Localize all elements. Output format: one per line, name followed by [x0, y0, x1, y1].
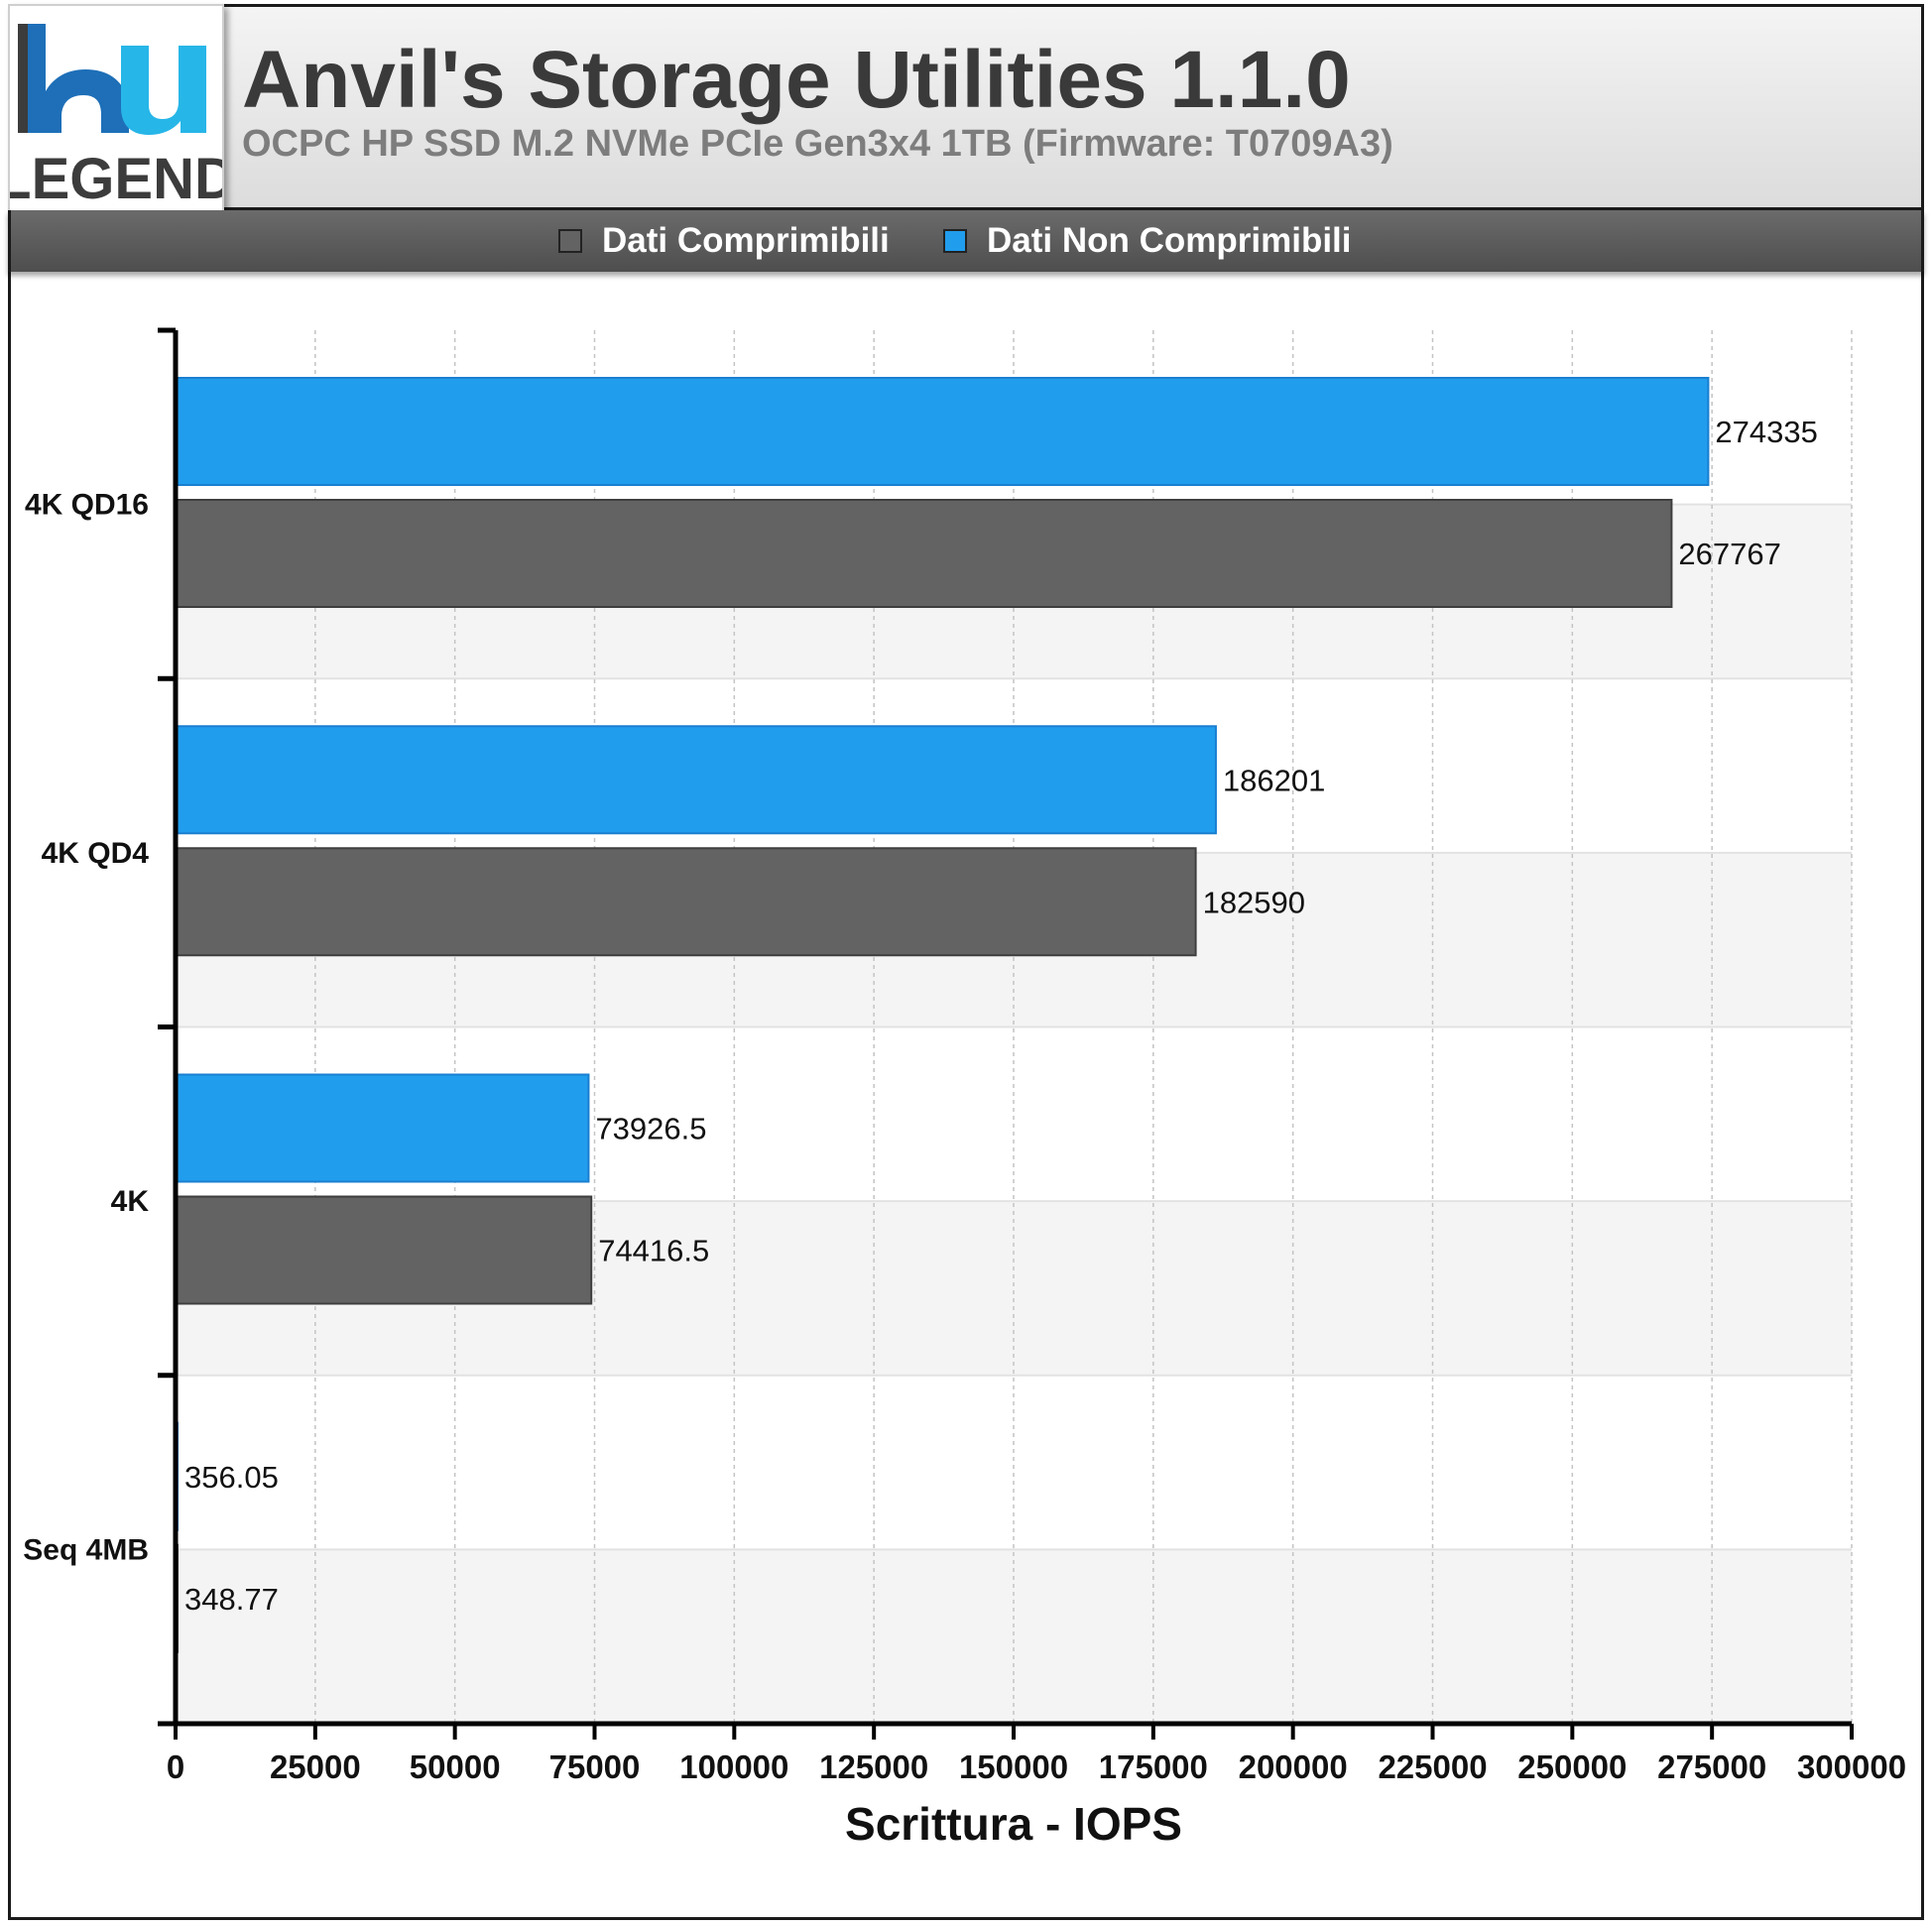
x-tick-label: 0 [167, 1748, 184, 1785]
category-label: 4K QD4 [42, 837, 150, 870]
logo-legend-text: LEGEND [10, 147, 222, 211]
x-tick-label: 275000 [1657, 1748, 1766, 1785]
chart-header [8, 4, 1924, 210]
bar-dati-non-comprimibili [175, 377, 1710, 486]
value-label: 182590 [1203, 885, 1305, 919]
bar-dati-comprimibili [175, 1195, 593, 1305]
value-label: 73926.5 [595, 1112, 706, 1146]
x-tick-label: 300000 [1797, 1748, 1906, 1785]
x-tick-label: 250000 [1517, 1748, 1627, 1785]
legend-label-compressible: Dati Comprimibili [602, 221, 890, 260]
value-label: 267767 [1678, 537, 1780, 571]
value-label: 356.05 [184, 1460, 279, 1495]
x-tick-label: 200000 [1239, 1748, 1348, 1785]
x-tick-label: 225000 [1378, 1748, 1487, 1785]
category-label: 4K QD16 [25, 489, 149, 522]
legend: Dati Comprimibili Dati Non Comprimibili [8, 210, 1924, 272]
x-tick-label: 100000 [679, 1748, 788, 1785]
chart-subtitle: OCPC HP SSD M.2 NVMe PCIe Gen3x4 1TB (Fi… [242, 123, 1393, 165]
legend-label-non-compressible: Dati Non Comprimibili [987, 221, 1352, 260]
x-tick-label: 125000 [819, 1748, 928, 1785]
x-tick-label: 25000 [270, 1748, 361, 1785]
bar-dati-comprimibili [175, 847, 1197, 957]
labels: 274335 267767 4K QD16 186201 182590 4K QD4 739… [23, 415, 1906, 1785]
bar-dati-non-comprimibili [175, 725, 1217, 835]
legend-swatch-compressible [558, 229, 582, 253]
value-label: 74416.5 [598, 1234, 709, 1268]
legend-item-compressible: Dati Comprimibili [558, 221, 890, 260]
bar-dati-comprimibili [175, 499, 1673, 608]
value-label: 348.77 [184, 1582, 279, 1617]
legend-swatch-non-compressible [943, 229, 967, 253]
x-axis-title: Scrittura - IOPS [845, 1798, 1182, 1850]
bar-dati-non-comprimibili [175, 1073, 590, 1183]
category-label: 4K [111, 1185, 150, 1218]
bars [175, 377, 1710, 1653]
chart-title: Anvil's Storage Utilities 1.1.0 [242, 35, 1351, 125]
axes [158, 327, 1854, 1740]
x-tick-label: 150000 [959, 1748, 1068, 1785]
x-tick-label: 175000 [1099, 1748, 1208, 1785]
hwlegend-logo-graphic: LEGEND [0, 24, 236, 211]
legend-item-non-compressible: Dati Non Comprimibili [943, 221, 1352, 260]
value-label: 186201 [1223, 763, 1325, 797]
category-label: Seq 4MB [23, 1533, 149, 1566]
x-tick-label: 50000 [410, 1748, 501, 1785]
x-tick-label: 75000 [549, 1748, 641, 1785]
value-label: 274335 [1715, 415, 1817, 449]
